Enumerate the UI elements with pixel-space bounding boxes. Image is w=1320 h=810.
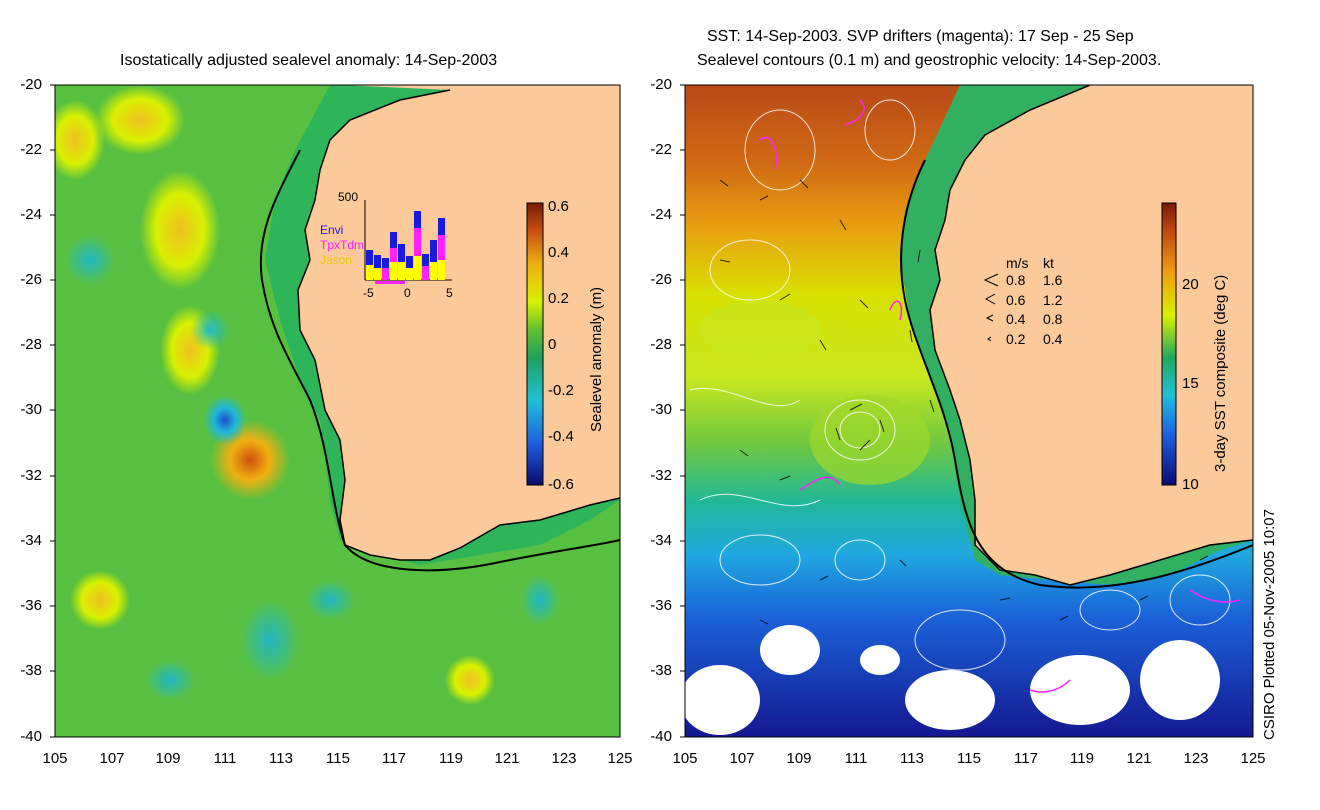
left-x-tick: 107 — [99, 750, 125, 767]
left-y-tick: -20 — [20, 76, 42, 93]
left-colorbar-tick: -0.2 — [548, 382, 574, 399]
right-y-tick: -28 — [650, 336, 672, 353]
inset-bar — [430, 240, 437, 280]
left-y-tick: -38 — [20, 662, 42, 679]
left-map-title: Isostatically adjusted sealevel anomaly:… — [120, 52, 498, 69]
velocity-legend-ms: 0.2 — [1006, 331, 1026, 347]
right-x-tick: 123 — [1183, 750, 1209, 767]
left-y-tick: -32 — [20, 467, 42, 484]
velocity-legend-ms: 0.6 — [1006, 292, 1026, 308]
left-colorbar-tick: -0.6 — [548, 476, 574, 493]
right-x-tick: 119 — [1070, 750, 1094, 767]
left-colorbar-tick: -0.4 — [548, 428, 574, 445]
right-y-tick: -22 — [650, 141, 672, 158]
left-x-tick: 123 — [551, 750, 577, 767]
velocity-legend-kt: 1.2 — [1043, 292, 1063, 308]
left-y-tick: -28 — [20, 336, 42, 353]
velocity-legend-ms: 0.8 — [1006, 272, 1026, 288]
left-colorbar — [526, 202, 544, 486]
velocity-legend-kt-header: kt — [1043, 255, 1054, 271]
left-x-tick: 115 — [326, 750, 350, 767]
velocity-legend-kt: 0.8 — [1043, 311, 1063, 327]
right-x-tick: 115 — [957, 750, 981, 767]
right-x-tick: 107 — [729, 750, 755, 767]
right-y-tick: -36 — [650, 597, 672, 614]
right-y-tick: -32 — [650, 467, 672, 484]
left-colorbar-tick: 0 — [548, 336, 557, 353]
right-colorbar-tick: 15 — [1182, 375, 1199, 392]
right-x-tick: 111 — [844, 750, 868, 767]
left-x-tick: 105 — [42, 750, 68, 767]
left-x-tick: 121 — [494, 750, 520, 767]
inset-histogram — [364, 200, 452, 284]
right-x-tick: 121 — [1126, 750, 1152, 767]
left-colorbar-label: Sealevel anomaly (m) — [588, 286, 605, 432]
right-x-tick: 109 — [786, 750, 812, 767]
velocity-legend-ms: 0.4 — [1006, 311, 1026, 327]
right-map-title-line1: SST: 14-Sep-2003. SVP drifters (magenta)… — [707, 28, 1134, 45]
right-y-tick: -40 — [650, 728, 672, 745]
right-y-tick: -34 — [650, 532, 672, 549]
left-y-tick: -36 — [20, 597, 42, 614]
right-y-tick: -30 — [650, 401, 672, 418]
right-x-tick: 105 — [672, 750, 698, 767]
inset-x-tick: 5 — [446, 286, 453, 300]
right-y-tick: -26 — [650, 271, 672, 288]
left-y-tick: -30 — [20, 401, 42, 418]
right-x-tick: 113 — [900, 750, 924, 767]
credit-text: CSIRO Plotted 05-Nov-2005 10:07 — [1261, 509, 1278, 740]
right-y-tick: -20 — [650, 76, 672, 93]
left-y-tick: -40 — [20, 728, 42, 745]
left-colorbar-tick: 0.6 — [548, 198, 569, 215]
left-y-tick: -22 — [20, 141, 42, 158]
left-x-tick: 109 — [155, 750, 181, 767]
right-colorbar — [1161, 202, 1177, 486]
left-y-tick: -34 — [20, 532, 42, 549]
left-x-tick: 111 — [213, 750, 237, 767]
velocity-legend-arrows — [983, 273, 999, 342]
left-x-tick: 119 — [439, 750, 463, 767]
right-colorbar-tick: 20 — [1182, 276, 1199, 293]
left-x-tick: 113 — [269, 750, 293, 767]
left-colorbar-tick: 0.4 — [548, 244, 569, 261]
inset-x-tick: -5 — [363, 286, 374, 300]
left-x-tick: 125 — [607, 750, 633, 767]
inset-legend-envi: Envi — [320, 223, 344, 237]
right-y-tick: -38 — [650, 662, 672, 679]
right-x-tick: 117 — [1014, 750, 1038, 767]
inset-legend-tpxtdm: TpxTdm — [320, 238, 365, 252]
right-colorbar-label: 3-day SST composite (deg C) — [1212, 274, 1229, 472]
right-map-title-line2: Sealevel contours (0.1 m) and geostrophi… — [697, 52, 1162, 69]
inset-bar — [374, 255, 381, 280]
inset-legend-jason: Jason — [320, 253, 353, 267]
left-y-tick: -26 — [20, 271, 42, 288]
left-y-tick: -24 — [20, 206, 42, 223]
inset-x-tick: 0 — [404, 286, 411, 300]
right-x-tick: 125 — [1240, 750, 1266, 767]
velocity-legend-kt: 1.6 — [1043, 272, 1063, 288]
velocity-legend-ms-header: m/s — [1006, 255, 1029, 271]
right-y-tick: -24 — [650, 206, 672, 223]
left-x-tick: 117 — [382, 750, 406, 767]
inset-ymax-label: 500 — [338, 190, 359, 204]
right-colorbar-tick: 10 — [1182, 476, 1199, 493]
velocity-legend-kt: 0.4 — [1043, 331, 1063, 347]
left-colorbar-tick: 0.2 — [548, 290, 569, 307]
